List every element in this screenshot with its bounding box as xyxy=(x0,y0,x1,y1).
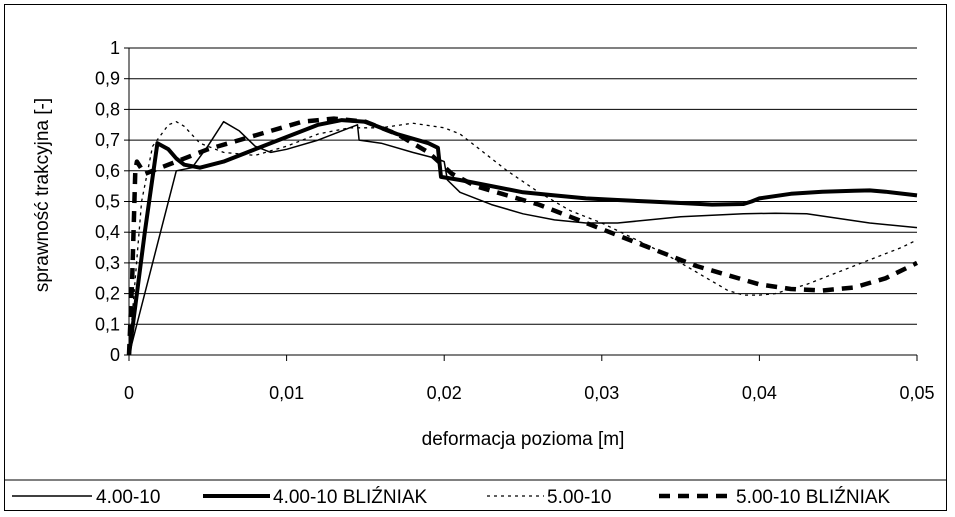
grid-lines xyxy=(129,47,917,325)
series-group xyxy=(126,116,918,356)
y-axis-label: sprawność trakcyjna [-] xyxy=(32,98,53,292)
axes xyxy=(124,47,918,361)
series-line-3 xyxy=(128,121,918,356)
y-tick-label: 1 xyxy=(110,38,120,58)
x-tick-label: 0,01 xyxy=(269,383,304,403)
y-tick-label: 0,2 xyxy=(95,284,120,304)
legend-label: 5.00-10 BLIŹNIAK xyxy=(736,487,891,508)
y-tick-label: 0,5 xyxy=(95,192,120,212)
series-line-4 xyxy=(126,116,918,356)
y-tick-label: 0,1 xyxy=(95,314,120,334)
y-tick-label: 0,8 xyxy=(95,99,120,119)
legend-label: 5.00-10 xyxy=(547,487,611,508)
y-tick-label: 0,3 xyxy=(95,253,120,273)
x-axis-label: deformacja pozioma [m] xyxy=(422,429,625,450)
x-tick-label: 0,04 xyxy=(742,383,777,403)
x-tick-label: 0,03 xyxy=(584,383,619,403)
series-line-1 xyxy=(128,120,918,356)
chart-frame xyxy=(4,4,947,511)
y-tick-label: 0,7 xyxy=(95,130,120,150)
y-tick-label: 0 xyxy=(110,345,120,365)
legend-label: 4.00-10 xyxy=(96,487,160,508)
series-line-2 xyxy=(127,118,918,356)
y-tick-label: 0,4 xyxy=(95,222,120,242)
y-tick-label: 0,6 xyxy=(95,161,120,181)
legend: 4.00-10 4.00-10 BLIŹNIAK 5.00-10 5.00-10 BL… xyxy=(12,487,891,508)
x-tick-label: 0 xyxy=(124,383,134,403)
x-tick-label: 0,05 xyxy=(899,383,934,403)
x-tick-label: 0,02 xyxy=(427,383,462,403)
tick-labels: 0 0,1 0,2 0,3 0,4 0,5 0,6 0,7 0,8 0,9 1 0 0,01 0,02 0,… xyxy=(95,38,935,403)
legend-label: 4.00-10 BLIŹNIAK xyxy=(273,487,428,508)
y-tick-label: 0,9 xyxy=(95,69,120,89)
